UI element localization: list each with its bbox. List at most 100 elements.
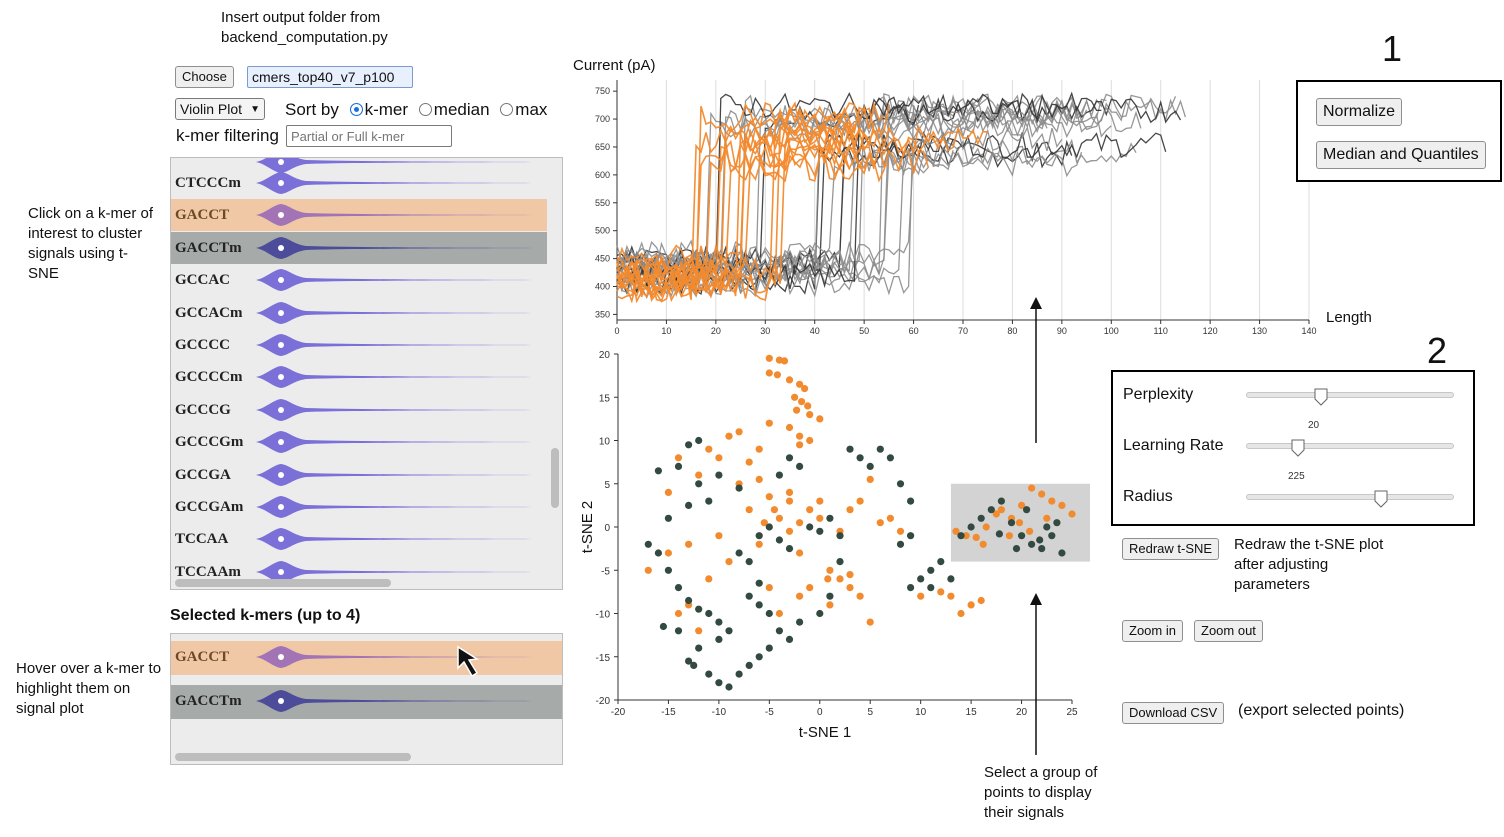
scatter-point[interactable] (659, 622, 667, 631)
scatter-point[interactable] (856, 454, 864, 462)
scatter-point[interactable] (654, 549, 662, 557)
scatter-point[interactable] (796, 519, 804, 527)
scatter-point[interactable] (992, 510, 1000, 518)
scatter-point[interactable] (705, 609, 713, 618)
scatter-point[interactable] (765, 419, 773, 427)
scatter-point[interactable] (1058, 549, 1066, 557)
list-item[interactable]: GACCTm (171, 231, 547, 264)
sort-max-radio[interactable] (500, 103, 514, 116)
scatter-point[interactable] (826, 601, 834, 609)
scatter-point[interactable] (876, 445, 884, 453)
scatter-point[interactable] (801, 385, 809, 393)
perplexity-slider[interactable] (1246, 392, 1454, 398)
scatter-point[interactable] (1026, 527, 1034, 535)
scatter-point[interactable] (775, 514, 783, 522)
scatter-point[interactable] (715, 471, 723, 479)
scatter-point[interactable] (1028, 484, 1036, 492)
scatter-point[interactable] (796, 432, 804, 440)
scatter-point[interactable] (745, 458, 753, 466)
scatter-point[interactable] (907, 584, 915, 592)
list-item[interactable]: GCCCCm (171, 361, 547, 393)
selected-horizontal-scrollbar[interactable] (175, 753, 411, 761)
radius-slider-thumb[interactable] (1374, 490, 1388, 508)
learning-rate-slider[interactable] (1246, 443, 1454, 449)
scatter-point[interactable] (725, 432, 733, 440)
scatter-point[interactable] (770, 506, 778, 514)
scatter-point[interactable] (685, 540, 693, 548)
scatter-point[interactable] (695, 436, 703, 445)
scatter-point[interactable] (967, 601, 975, 609)
scatter-point[interactable] (1018, 532, 1026, 540)
scatter-point[interactable] (674, 627, 683, 635)
list-item[interactable]: GCCAC (171, 264, 547, 296)
scatter-point[interactable] (866, 462, 874, 470)
scatter-point[interactable] (997, 497, 1005, 505)
zoom-in-button[interactable]: Zoom in (1122, 620, 1183, 642)
scatter-point[interactable] (685, 501, 693, 509)
list-item[interactable]: GCCCGm (171, 426, 547, 458)
scatter-point[interactable] (952, 527, 960, 535)
scatter-point[interactable] (765, 369, 773, 377)
scatter-point[interactable] (695, 605, 703, 613)
scatter-point[interactable] (695, 471, 703, 479)
list-item[interactable]: GACCT (171, 199, 547, 232)
scatter-point[interactable] (824, 575, 832, 583)
scatter-point[interactable] (685, 596, 693, 605)
sort-kmer-radio[interactable] (349, 103, 363, 116)
scatter-point[interactable] (798, 398, 806, 406)
scatter-point[interactable] (715, 635, 723, 643)
scatter-point[interactable] (1036, 536, 1044, 544)
scatter-point[interactable] (806, 584, 814, 592)
scatter-point[interactable] (1043, 514, 1051, 522)
scatter-point[interactable] (715, 618, 723, 626)
scatter-point[interactable] (1015, 519, 1024, 527)
scatter-point[interactable] (775, 471, 783, 479)
scatter-point[interactable] (765, 644, 773, 652)
scatter-point[interactable] (997, 506, 1005, 514)
scatter-point[interactable] (705, 445, 713, 453)
scatter-point[interactable] (793, 406, 801, 414)
scatter-point[interactable] (685, 657, 693, 665)
scatter-point[interactable] (826, 566, 834, 574)
scatter-point[interactable] (846, 571, 854, 579)
scatter-point[interactable] (765, 523, 773, 531)
scatter-point[interactable] (907, 497, 915, 505)
choose-button[interactable]: Choose (175, 66, 234, 88)
list-item[interactable] (171, 158, 547, 178)
scatter-point[interactable] (972, 533, 980, 541)
scatter-point[interactable] (896, 527, 905, 535)
sort-median-radio[interactable] (418, 103, 432, 116)
scatter-point[interactable] (816, 415, 824, 423)
scatter-point[interactable] (1048, 497, 1056, 505)
scatter-point[interactable] (1023, 506, 1031, 514)
list-item[interactable]: TCCAA (171, 523, 547, 555)
scatter-point[interactable] (765, 609, 773, 618)
scatter-point[interactable] (695, 644, 703, 652)
scatter-point[interactable] (674, 584, 683, 592)
scatter-point[interactable] (826, 592, 834, 600)
scatter-point[interactable] (791, 393, 799, 401)
kmer-list[interactable]: TCCAAm TCCAA GCCGAm GCCGA GCCCGm GCCCG GCCCCm G… (170, 157, 563, 590)
scatter-point[interactable] (785, 527, 794, 535)
selected-kmers-panel[interactable]: GACCTm GACCT (170, 633, 563, 765)
scatter-point[interactable] (755, 445, 763, 453)
scatter-point[interactable] (856, 592, 864, 600)
selected-list-item[interactable]: GACCTm (171, 685, 562, 719)
folder-input[interactable]: cmers_top40_v7_p100 (247, 66, 413, 88)
list-item[interactable]: GCCACm (171, 297, 547, 329)
horizontal-scrollbar[interactable] (175, 579, 391, 587)
scatter-point[interactable] (674, 462, 683, 470)
scatter-point[interactable] (987, 506, 995, 514)
list-item[interactable]: TCCAAm (171, 556, 547, 588)
scatter-point[interactable] (816, 527, 824, 535)
scatter-point[interactable] (927, 584, 935, 592)
scatter-point[interactable] (1048, 532, 1056, 540)
scatter-point[interactable] (735, 549, 743, 557)
scatter-point[interactable] (644, 566, 652, 574)
scatter-point[interactable] (836, 558, 844, 566)
scatter-point[interactable] (886, 454, 894, 462)
scatter-point[interactable] (977, 596, 985, 605)
scatter-point[interactable] (937, 558, 945, 566)
scatter-point[interactable] (896, 480, 905, 488)
list-item[interactable]: GCCCG (171, 394, 547, 426)
